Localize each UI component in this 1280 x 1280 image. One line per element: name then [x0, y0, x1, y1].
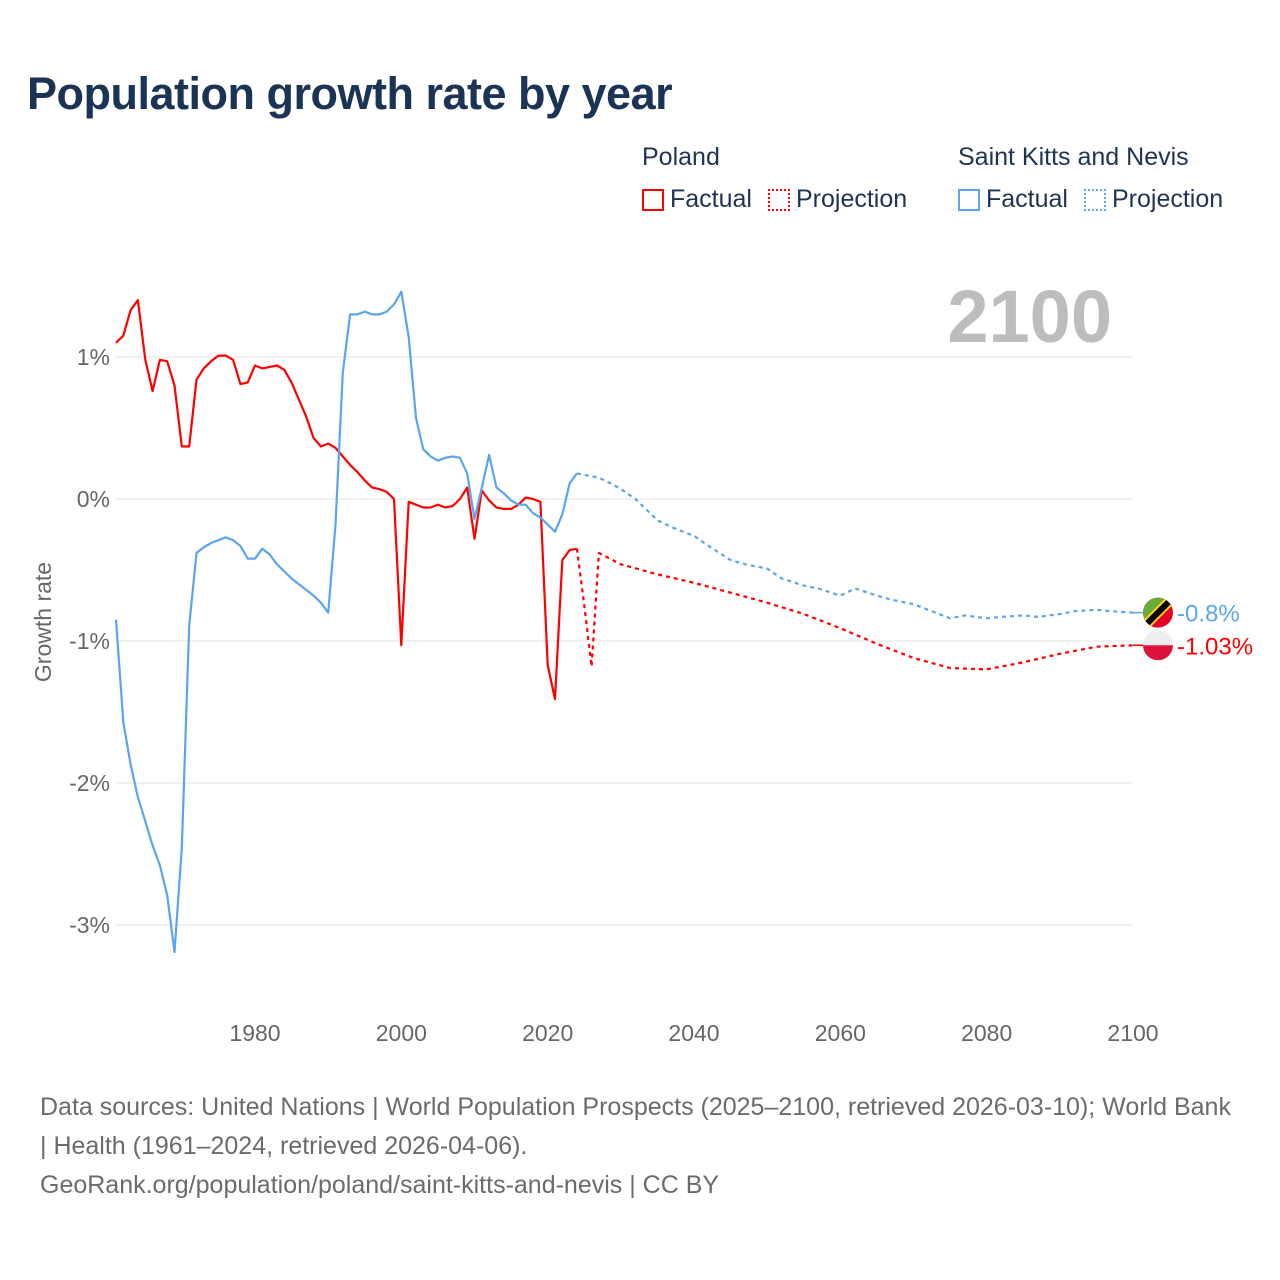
- y-tick-label: 0%: [77, 486, 110, 512]
- series-line-saint-kitts-and-nevis-projection[interactable]: [576, 472, 1134, 620]
- y-axis-label: Growth rate: [30, 562, 56, 682]
- series-line-poland-projection[interactable]: [575, 548, 1134, 671]
- legend-swatch-dotted: [767, 188, 790, 211]
- x-tick-label: 2080: [961, 1020, 1012, 1046]
- legend-swatch-solid: [642, 188, 664, 211]
- legend-group-label: Saint Kitts and Nevis: [958, 143, 1189, 171]
- footer: Data sources: United Nations | World Pop…: [40, 1088, 1240, 1205]
- chart: 1% 0% -1% -2% -3% 1980 2000 2020 2040 2060 2080 210…: [30, 275, 1253, 1046]
- legend-label: Factual: [670, 185, 752, 213]
- legend-item-poland-projection[interactable]: Projection: [767, 185, 908, 214]
- series-line-saint-kitts-and-nevis-factual[interactable]: [114, 290, 578, 954]
- saint-kitts-flag-icon: [1143, 597, 1173, 628]
- legend-group-poland: Poland Factual Projection: [642, 143, 907, 214]
- legend-swatch-dotted: [1083, 188, 1106, 211]
- y-tick-label: -2%: [69, 770, 110, 796]
- x-tick-label: 2000: [376, 1020, 427, 1046]
- legend-label: Factual: [986, 185, 1068, 213]
- x-tick-label: 2100: [1107, 1020, 1158, 1046]
- legend-item-skn-factual[interactable]: Factual: [958, 185, 1068, 214]
- legend-swatch-solid: [958, 188, 980, 211]
- end-value-label: -1.03%: [1177, 633, 1253, 660]
- x-tick-label: 2060: [815, 1020, 866, 1046]
- legend-label: Projection: [795, 185, 908, 213]
- legend-group-label: Poland: [642, 143, 720, 171]
- legend-item-poland-factual[interactable]: Factual: [642, 185, 752, 214]
- x-tick-label: 1980: [229, 1020, 280, 1046]
- series-line-poland-factual[interactable]: [115, 299, 578, 701]
- legend-item-skn-projection[interactable]: Projection: [1083, 185, 1224, 214]
- y-tick-label: -3%: [69, 912, 110, 938]
- credit-link[interactable]: GeoRank.org/population/poland/saint-kitt…: [40, 1171, 720, 1199]
- x-tick-label: 2040: [668, 1020, 719, 1046]
- x-tick-label: 2020: [522, 1020, 573, 1046]
- legend-group-saint-kitts: Saint Kitts and Nevis Factual Projection: [958, 143, 1223, 214]
- poland-flag-icon: [1143, 630, 1173, 661]
- y-tick-label: -1%: [69, 628, 110, 654]
- page-title: Population growth rate by year: [27, 68, 673, 119]
- y-tick-label: 1%: [77, 344, 110, 370]
- data-sources: Data sources: United Nations | World Pop…: [40, 1093, 1231, 1160]
- end-value-label: -0.8%: [1177, 601, 1240, 628]
- year-display: 2100: [947, 275, 1112, 358]
- legend-label: Projection: [1111, 185, 1224, 213]
